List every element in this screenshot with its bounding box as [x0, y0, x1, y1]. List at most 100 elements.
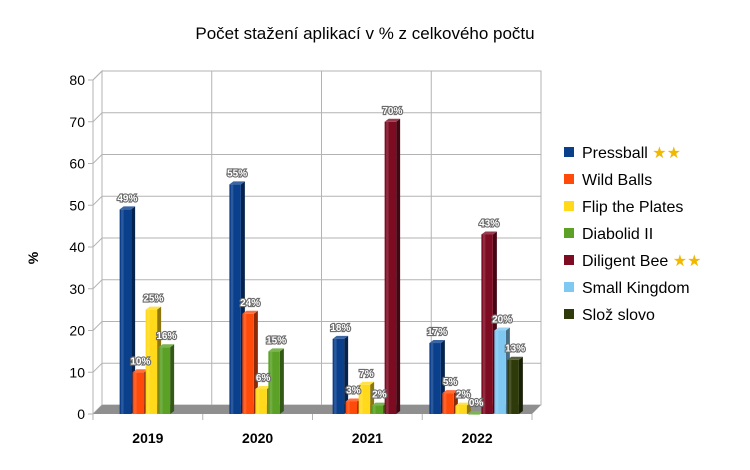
bar-highlight	[373, 405, 376, 414]
legend-swatch	[564, 147, 574, 157]
legend-slo-slovo: Slož slovo	[564, 307, 655, 324]
bar-pressball-2021	[332, 335, 349, 414]
bar-front	[442, 393, 454, 414]
bar-highlight	[160, 347, 163, 414]
data-label: 17%	[427, 327, 447, 338]
x-tick-label: 2020	[242, 430, 273, 446]
legend-flip-the-plates: Flip the Plates	[564, 199, 683, 216]
gridline-side	[92, 154, 103, 164]
legend-label: Diligent Bee ★★	[582, 251, 701, 270]
bar-highlight	[256, 388, 260, 414]
data-label: 7%	[359, 369, 374, 380]
data-label: 16%	[156, 331, 176, 342]
data-label: 2%	[372, 390, 387, 401]
y-tick-label: 20	[69, 323, 85, 339]
bar-slo-slovo-2022	[507, 356, 523, 414]
bar-front	[242, 313, 254, 414]
bar-front	[345, 401, 358, 414]
legend-diligent-bee: Diligent Bee ★★	[564, 251, 701, 270]
bar-side	[131, 206, 136, 414]
bar-highlight	[347, 401, 350, 414]
bar-top	[442, 390, 458, 394]
legend-diabolid-ii: Diabolid II	[564, 226, 653, 243]
legend-label: Flip the Plates	[582, 199, 683, 216]
bar-front	[507, 359, 519, 414]
bar-front	[158, 347, 171, 414]
bar-front	[358, 384, 371, 414]
bar-top	[507, 356, 523, 360]
bar-highlight	[230, 184, 234, 414]
bar-front	[455, 405, 467, 414]
y-tick-label: 10	[69, 364, 85, 380]
bar-top	[345, 398, 362, 402]
bar-highlight	[469, 414, 473, 415]
bar-side	[396, 118, 401, 414]
legend-swatch	[564, 201, 574, 211]
data-label: 3%	[346, 385, 361, 396]
data-label: 13%	[505, 344, 525, 355]
bar-top	[494, 327, 510, 331]
bar-top	[145, 306, 162, 310]
legend: Pressball ★★ Wild Balls Flip the Plates Dia…	[564, 143, 701, 324]
bar-highlight	[147, 309, 150, 414]
bar-pressball-2019	[119, 206, 136, 414]
y-tick-label: 80	[69, 72, 85, 88]
bar-side	[344, 335, 349, 414]
data-label: 6%	[256, 373, 271, 384]
x-tick-label: 2022	[462, 430, 493, 446]
bar-diabolid-ii-2019	[158, 344, 175, 414]
legend-label: Wild Balls	[582, 172, 652, 189]
bar-side	[518, 356, 523, 414]
bar-front	[229, 184, 241, 414]
plot-area: 0 10 20 30 40 50 60 70 80 2019 2020 2021 2022 49% 10% 2…	[69, 69, 542, 446]
bar-side	[279, 348, 284, 414]
data-label: 0%	[469, 398, 484, 409]
bar-side	[466, 402, 471, 414]
gridline-side	[92, 70, 103, 81]
bar-diligent-bee-2021	[384, 118, 401, 414]
bar-top	[255, 385, 271, 389]
legend-swatch	[564, 282, 574, 292]
bar-diabolid-ii-2020	[268, 348, 284, 414]
star-icon: ★★	[673, 251, 702, 270]
bar-highlight	[121, 209, 124, 414]
bar-front	[384, 121, 397, 414]
data-label: 5%	[443, 377, 458, 388]
y-tick-label: 40	[69, 239, 85, 255]
bar-top	[229, 181, 245, 185]
gridline-side	[92, 237, 103, 248]
y-tick-label: 70	[69, 114, 85, 130]
y-tick-label: 50	[69, 197, 85, 213]
data-label: 15%	[266, 335, 286, 346]
bar-highlight	[508, 359, 512, 414]
bar-highlight	[430, 343, 434, 414]
bar-top	[481, 231, 497, 235]
bar-top	[358, 381, 375, 385]
gridline-side	[92, 195, 103, 206]
y-axis-label: %	[25, 251, 41, 264]
bar-highlight	[386, 121, 389, 414]
legend-label: Slož slovo	[582, 307, 655, 324]
legend-small-kingdom: Small Kingdom	[564, 280, 690, 297]
x-tick-label: 2019	[132, 430, 163, 446]
bar-top	[371, 402, 388, 406]
bar-front	[119, 209, 132, 414]
gridline-side	[92, 362, 103, 373]
bar-front	[494, 330, 506, 414]
bar-front	[468, 414, 480, 415]
data-label: 70%	[382, 106, 402, 117]
legend-wild-balls: Wild Balls	[564, 172, 652, 189]
legend-swatch	[564, 309, 574, 319]
x-tick-label: 2021	[352, 430, 383, 446]
bar-front	[371, 405, 384, 414]
bar-front	[429, 343, 441, 414]
data-label: 10%	[130, 356, 150, 367]
bar-highlight	[243, 313, 247, 414]
legend-swatch	[564, 255, 574, 265]
bar-front	[268, 351, 280, 414]
gridline-side	[92, 279, 103, 290]
data-label: 24%	[240, 298, 260, 309]
chart-floor	[93, 405, 541, 414]
bar-diabolid-ii-2022	[468, 411, 484, 415]
